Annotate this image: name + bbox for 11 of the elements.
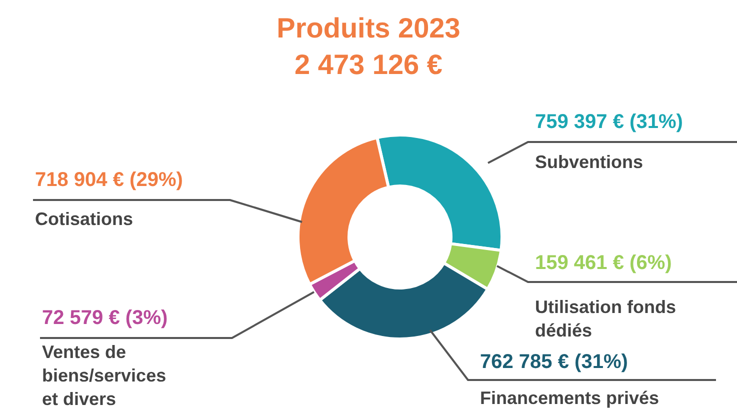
data-label: 762 785 € (31%) bbox=[480, 351, 628, 373]
chart-title: Produits 2023 2 473 126 € bbox=[276, 12, 460, 80]
data-label: 72 579 € (3%) bbox=[42, 307, 168, 329]
slice-label: Ventes de biens/services et divers bbox=[42, 342, 166, 409]
slice-label: Utilisation fonds dédiés bbox=[535, 297, 676, 340]
slice-label: Subventions bbox=[535, 152, 644, 172]
data-label: 759 397 € (31%) bbox=[535, 111, 683, 133]
slice-label: Cotisations bbox=[35, 209, 134, 229]
data-label: 159 461 € (6%) bbox=[535, 252, 672, 274]
slice-label: Financements privés bbox=[480, 388, 660, 408]
data-label: 718 904 € (29%) bbox=[35, 169, 183, 191]
